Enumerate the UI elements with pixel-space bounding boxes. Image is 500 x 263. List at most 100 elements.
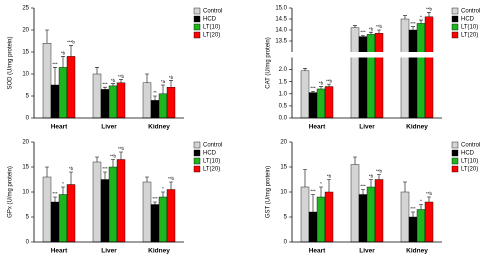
category-label: Heart <box>309 124 326 131</box>
significance-label: *** <box>52 62 58 67</box>
legend-swatch <box>451 23 459 31</box>
y-axis-title: GPx (U/mg protein) <box>8 166 14 218</box>
bar <box>158 93 168 119</box>
bar <box>424 201 434 243</box>
error-bar <box>103 86 107 90</box>
significance-label: *b <box>327 174 332 179</box>
significance-label: *** <box>310 189 316 194</box>
error-bar <box>377 29 381 34</box>
category-label: Kidney <box>148 248 170 255</box>
significance-label: *** <box>52 191 58 196</box>
significance-label: *b <box>69 166 74 171</box>
y-tick-label: 5 <box>26 215 30 221</box>
legend-swatch <box>451 141 459 149</box>
legend-swatch <box>193 15 201 23</box>
error-bar <box>119 151 123 160</box>
error-bar <box>419 19 423 24</box>
significance-label: **b <box>376 24 383 29</box>
bar <box>408 29 418 119</box>
y-tick-label: 1.0 <box>279 91 288 97</box>
legend-label: LT(10) <box>203 25 220 31</box>
y-tick-label: 15.0 <box>275 6 287 12</box>
legend-swatch <box>193 31 201 39</box>
legend-label: HCD <box>203 151 217 157</box>
error-bar <box>327 83 331 87</box>
legend-swatch <box>451 157 459 165</box>
axes <box>33 142 184 243</box>
significance-label: ***b <box>67 40 75 45</box>
bar <box>166 189 176 243</box>
error-bar <box>419 204 423 210</box>
error-bar <box>61 186 65 195</box>
bar <box>150 204 160 243</box>
error-bar <box>303 169 307 187</box>
bar <box>50 201 60 243</box>
axes <box>33 8 184 119</box>
error-bar <box>311 91 315 93</box>
bar <box>66 184 76 243</box>
error-bar <box>119 79 123 83</box>
error-bar <box>377 174 381 180</box>
y-tick-label: 20 <box>22 140 29 146</box>
bar <box>100 179 110 243</box>
bar <box>100 89 110 119</box>
legend-swatch <box>193 23 201 31</box>
error-bar <box>95 156 99 162</box>
category-label: Kidney <box>406 248 428 255</box>
bar <box>358 194 368 243</box>
bar <box>92 73 102 119</box>
significance-label: *b <box>369 26 374 31</box>
y-tick-label: 0 <box>26 116 30 122</box>
significance-label: *** <box>102 81 108 86</box>
y-tick-label: 2.0 <box>279 67 288 73</box>
legend-label: HCD <box>203 17 217 23</box>
error-bar <box>145 176 149 182</box>
bar <box>300 70 310 119</box>
y-tick-label: 20 <box>280 140 287 146</box>
error-bar <box>103 171 107 180</box>
bar <box>324 86 334 119</box>
y-tick-label: 10 <box>22 72 29 78</box>
error-bar <box>153 95 157 101</box>
legend-label: LT(20) <box>203 167 220 173</box>
bar <box>408 216 418 243</box>
error-bar <box>319 86 323 89</box>
significance-label: *b <box>369 174 374 179</box>
y-tick-label: 10 <box>22 190 29 196</box>
error-bar <box>153 201 157 205</box>
significance-label: *** <box>152 196 158 201</box>
legend-swatch <box>193 7 201 15</box>
y-tick-label: 0.0 <box>279 116 288 122</box>
significance-label: *** <box>360 184 366 189</box>
significance-label: * <box>320 181 322 186</box>
significance-label: **b <box>426 191 433 196</box>
bar <box>116 82 126 119</box>
error-bar <box>145 73 149 83</box>
error-bar <box>169 181 173 190</box>
legend-swatch <box>193 141 201 149</box>
category-label: Liver <box>101 124 117 131</box>
category-label: Heart <box>309 248 326 255</box>
error-bar <box>69 171 73 185</box>
category-label: Heart <box>51 124 68 131</box>
legend-swatch <box>451 149 459 157</box>
legend-label: LT(10) <box>461 25 478 31</box>
significance-label: * <box>420 14 422 19</box>
legend-swatch <box>451 31 459 39</box>
error-bar <box>161 191 165 197</box>
bar <box>66 56 76 119</box>
error-bar <box>111 159 115 167</box>
error-bar <box>311 194 315 212</box>
significance-label: * <box>62 181 64 186</box>
error-bar <box>411 211 415 217</box>
significance-label: *** <box>410 21 416 26</box>
significance-label: *a <box>161 79 166 84</box>
legend-label: Control <box>461 143 480 149</box>
axis-break <box>288 52 442 58</box>
legend-swatch <box>451 15 459 23</box>
error-bar <box>369 179 373 187</box>
significance-label: *** <box>360 30 366 35</box>
error-bar <box>161 84 165 94</box>
bar <box>92 161 102 243</box>
